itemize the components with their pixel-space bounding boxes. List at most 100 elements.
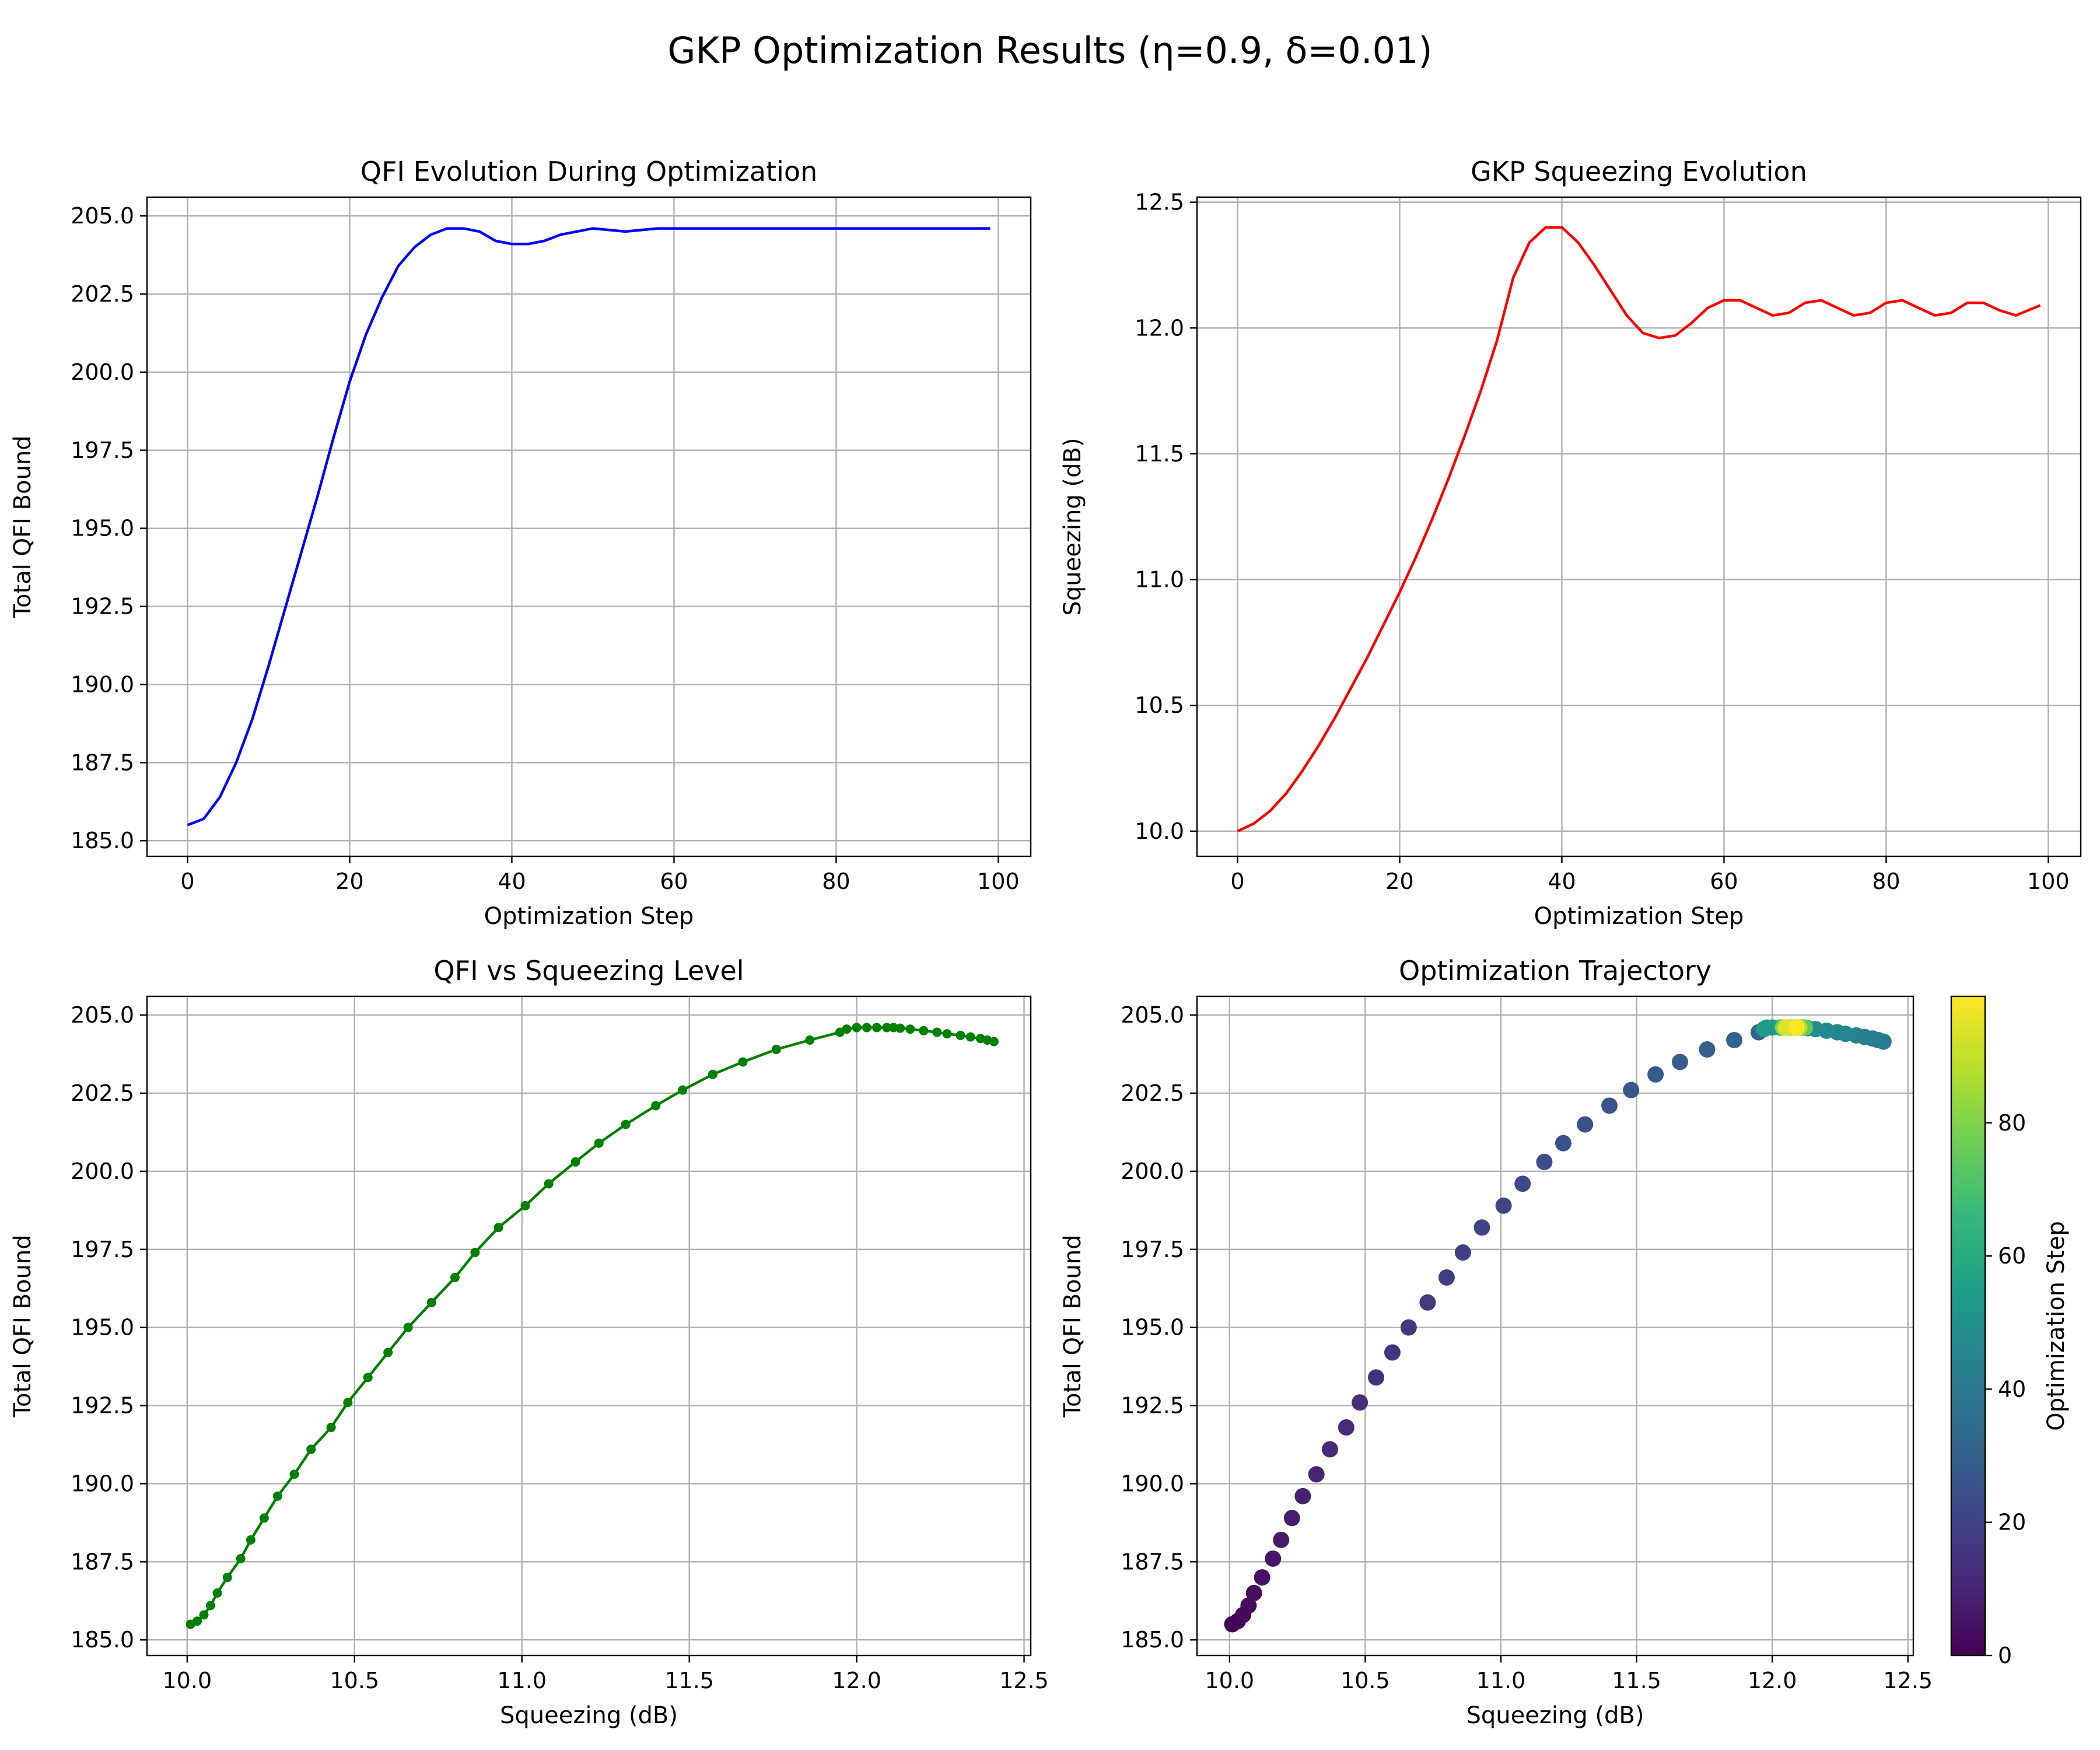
y-tick-label: 185.0	[1121, 1627, 1184, 1653]
x-tick-label: 60	[660, 869, 688, 894]
y-tick-label: 192.5	[71, 1393, 134, 1419]
scatter-point	[1474, 1219, 1490, 1236]
y-axis-label: Total QFI Bound	[1059, 1234, 1086, 1418]
axes-frame	[1196, 196, 2082, 858]
x-tick-label: 12.5	[1883, 1668, 1933, 1693]
colorbar-tick-label: 40	[1998, 1376, 2026, 1402]
data-point	[932, 1027, 942, 1037]
y-tick-label: 202.5	[71, 281, 134, 307]
y-tick-label: 205.0	[71, 203, 134, 229]
data-point	[544, 1179, 554, 1189]
y-tick-label: 202.5	[1121, 1080, 1184, 1106]
x-tick-label: 20	[335, 869, 363, 894]
y-tick-label: 11.0	[1135, 567, 1184, 593]
axes-frame	[146, 995, 1032, 1657]
x-tick-label: 11.5	[664, 1668, 714, 1693]
plot-area	[1197, 996, 1913, 1656]
data-point	[989, 1037, 999, 1046]
squeezing-evolution-chart: 0 20 40 60 80 100 10.0 10.5 11.0 11.5 12.0 12.5 GKP …	[1059, 156, 2082, 930]
scatter-point	[1254, 1569, 1270, 1586]
data-point	[942, 1029, 952, 1039]
x-tick-label: 11.0	[1476, 1668, 1526, 1693]
x-tick-label: 40	[498, 869, 526, 894]
data-point	[343, 1398, 353, 1408]
data-point	[383, 1348, 393, 1357]
y-tick-label: 12.5	[1135, 190, 1184, 215]
y-tick-label: 10.5	[1135, 692, 1184, 718]
scatter-point	[1240, 1597, 1257, 1614]
scatter-point	[1623, 1082, 1640, 1098]
x-tick-label: 20	[1385, 869, 1413, 894]
scatter-point	[1419, 1294, 1436, 1311]
y-tick-label: 185.0	[71, 1627, 134, 1653]
x-tick-label: 12.0	[1748, 1668, 1797, 1693]
data-point	[403, 1322, 413, 1332]
scatter-point	[1495, 1197, 1512, 1214]
y-tick-label: 190.0	[71, 1471, 134, 1496]
colorbar: 0 20 40 60 80 Optimization Step	[1950, 995, 2070, 1668]
qfi-vs-squeezing-chart: 10.0 10.5 11.0 11.5 12.0 12.5 185.0 187.5 190.0 1…	[9, 955, 1049, 1729]
plot-area	[1197, 197, 2081, 856]
scatter-point	[1273, 1531, 1290, 1548]
plot-area	[147, 996, 1031, 1656]
x-axis-label: Optimization Step	[484, 903, 694, 930]
colorbar-tick-label: 0	[1998, 1643, 2012, 1668]
data-point	[842, 1024, 852, 1034]
scatter-point	[1368, 1369, 1384, 1386]
data-point	[289, 1469, 299, 1479]
x-tick-label: 100	[977, 869, 1020, 894]
scatter-point	[1294, 1488, 1311, 1504]
scatter-point	[1726, 1031, 1742, 1048]
data-point	[246, 1535, 256, 1545]
y-tick-label: 192.5	[1121, 1393, 1184, 1419]
data-point	[259, 1513, 269, 1523]
scatter-point	[1671, 1054, 1688, 1070]
y-tick-label: 187.5	[1121, 1549, 1184, 1574]
data-point	[888, 1023, 898, 1032]
data-point	[326, 1423, 336, 1433]
x-tick-label: 0	[180, 869, 194, 894]
y-tick-label: 11.5	[1135, 441, 1184, 467]
scatter-point	[1438, 1269, 1455, 1286]
x-tick-label: 0	[1230, 869, 1244, 894]
y-tick-label: 200.0	[71, 1158, 134, 1184]
data-point	[450, 1272, 460, 1282]
data-point	[771, 1045, 781, 1055]
scatter-point	[1400, 1319, 1417, 1336]
data-point	[862, 1023, 872, 1032]
data-point	[236, 1553, 246, 1563]
colorbar-gradient	[1950, 995, 1986, 1657]
scatter-point	[1321, 1441, 1338, 1458]
scatter-point	[1601, 1097, 1618, 1114]
y-tick-label: 202.5	[71, 1080, 134, 1106]
y-tick-label: 200.0	[71, 359, 134, 385]
scatter-point	[1577, 1116, 1594, 1133]
x-tick-label: 12.5	[999, 1668, 1049, 1693]
x-tick-label: 80	[1872, 869, 1900, 894]
y-tick-label: 197.5	[71, 1237, 134, 1262]
scatter-point	[1788, 1019, 1805, 1036]
y-tick-label: 190.0	[1121, 1471, 1184, 1496]
data-point	[621, 1119, 631, 1129]
chart-title: QFI Evolution During Optimization	[360, 156, 817, 187]
colorbar-tick-label: 20	[1998, 1510, 2026, 1535]
series-line	[1237, 226, 2041, 832]
y-tick-label: 10.0	[1135, 818, 1184, 844]
data-point	[470, 1248, 480, 1258]
qfi-evolution-chart: 0 20 40 60 80 100 185.0 187.5 190.0 192.5 195.0 197…	[9, 156, 1032, 930]
scatter-point	[1555, 1135, 1572, 1152]
scatter-point	[1283, 1510, 1300, 1527]
data-point	[956, 1030, 965, 1040]
x-tick-label: 40	[1548, 869, 1576, 894]
y-tick-label: 195.0	[1121, 1315, 1184, 1340]
y-axis-label: Total QFI Bound	[9, 435, 36, 618]
x-tick-label: 11.0	[497, 1668, 547, 1693]
y-tick-label: 187.5	[71, 1549, 134, 1574]
y-tick-label: 195.0	[71, 516, 134, 541]
data-point	[594, 1138, 604, 1148]
y-axis-label: Total QFI Bound	[9, 1234, 36, 1418]
data-point	[212, 1588, 222, 1598]
scatter-point	[1699, 1041, 1716, 1058]
data-point	[192, 1616, 202, 1626]
